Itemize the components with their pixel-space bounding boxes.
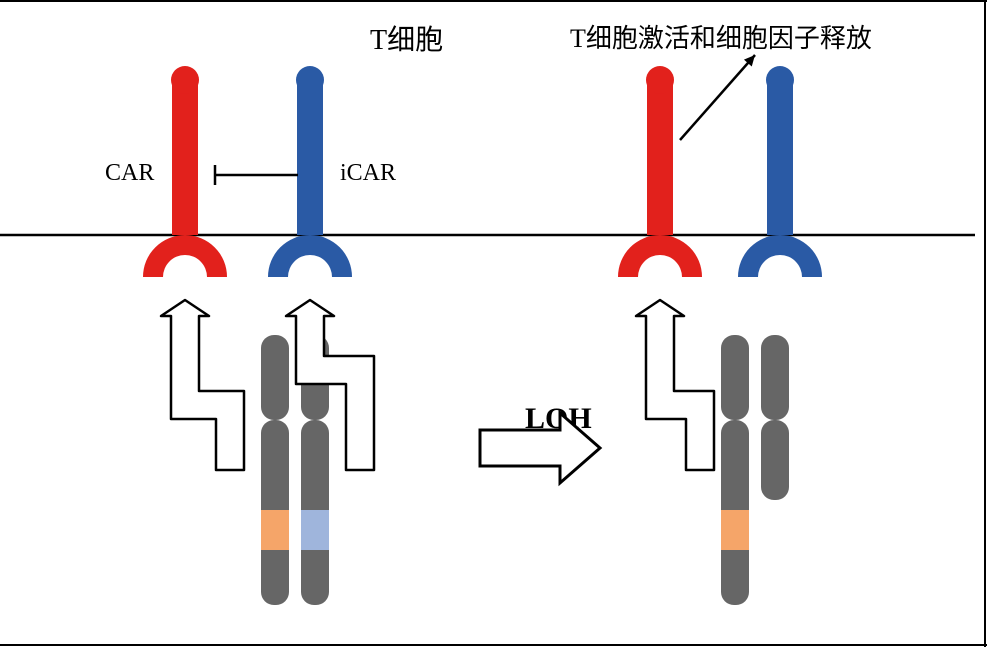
diagram-svg	[0, 0, 987, 647]
diagram-canvas: T细胞 T细胞激活和细胞因子释放 CAR iCAR LOH	[0, 0, 987, 647]
